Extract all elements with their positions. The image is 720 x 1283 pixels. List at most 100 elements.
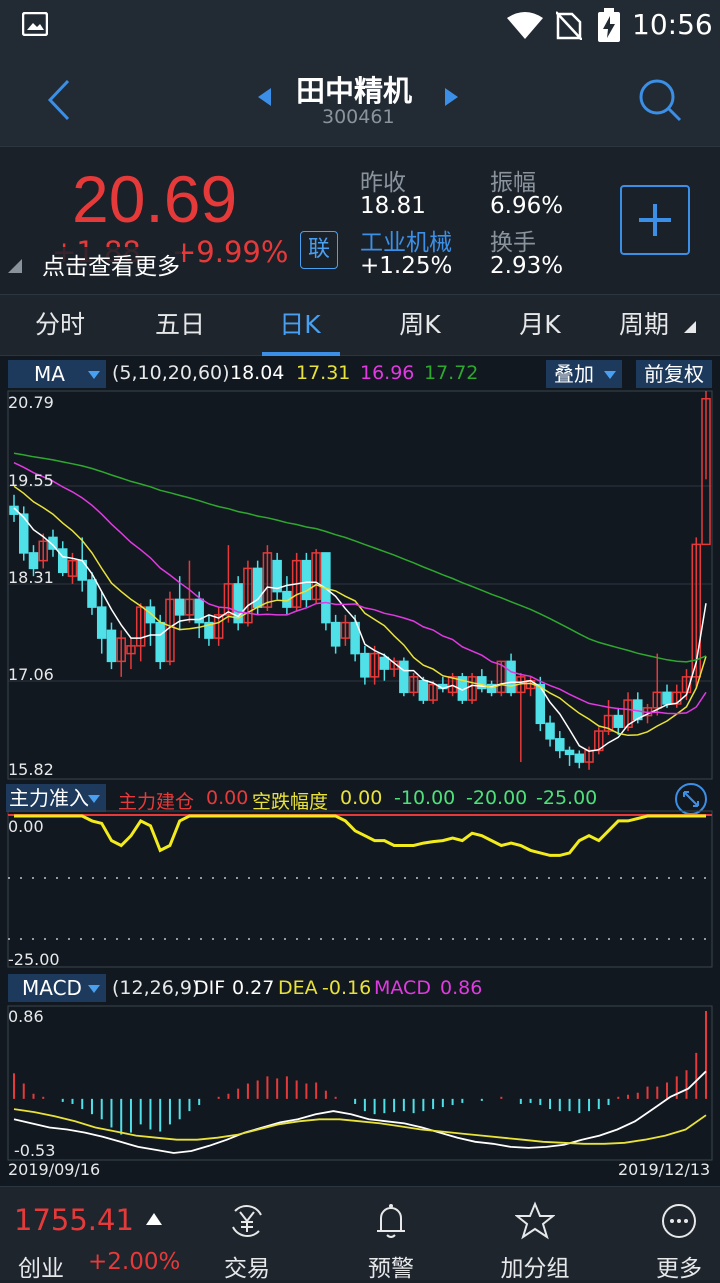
link-badge[interactable]: 联 — [300, 231, 338, 269]
bottom-nav: 1755.41 创业 +2.00% 交易 预警 加分组 更多 — [0, 1186, 720, 1282]
candle-body — [135, 606, 146, 647]
dea-label: DEA — [278, 977, 318, 999]
candle-body — [194, 598, 204, 624]
candle-body — [233, 583, 243, 624]
price-tick-3: 18.31 — [8, 568, 54, 587]
ma-indicator-dropdown[interactable]: MA — [8, 360, 106, 388]
candle-body — [106, 629, 117, 663]
candle-body — [174, 598, 185, 616]
period-tabs: 分时 五日 日K 周K 月K 周期 — [0, 294, 720, 356]
flow-indicator-dropdown[interactable]: 主力准入 — [6, 784, 106, 812]
dif-line — [13, 1070, 707, 1154]
search-icon[interactable] — [638, 78, 682, 122]
candle-body — [535, 683, 546, 725]
index-ticker[interactable]: 1755.41 创业 +2.00% — [0, 1187, 190, 1282]
add-watchlist-button[interactable] — [620, 185, 690, 255]
price-tick-2: 19.55 — [8, 471, 54, 490]
tab-weekly-k[interactable]: 周K — [399, 310, 441, 339]
candle-body — [574, 753, 585, 763]
flow-axis-top: 0.00 — [8, 817, 44, 836]
industry-change: +1.25% — [360, 253, 453, 279]
candle-body — [145, 606, 156, 624]
nav-trade[interactable]: 交易 — [192, 1187, 302, 1282]
macd-indicator-dropdown[interactable]: MACD — [8, 974, 106, 1002]
chart-canvas[interactable] — [0, 356, 720, 1186]
overlay-dropdown[interactable]: 叠加 — [546, 360, 622, 388]
turnover-value: 2.93% — [490, 253, 564, 279]
back-icon[interactable] — [44, 78, 74, 122]
candle-body — [262, 552, 273, 608]
nav-add-group[interactable]: 加分组 — [480, 1187, 590, 1282]
chart-area[interactable]: MA (5,10,20,60) 18.04 17.31 16.96 17.72 … — [0, 356, 720, 1186]
macd-axis-top: 0.86 — [8, 1007, 44, 1026]
candle-body — [282, 590, 292, 608]
candle-body — [350, 621, 360, 655]
overlay-label: 叠加 — [554, 362, 594, 386]
build-value: 0.00 — [206, 787, 249, 809]
tap-hint[interactable]: 点击查看更多 — [40, 247, 182, 281]
nav-trade-label: 交易 — [224, 1256, 270, 1282]
candle-body — [28, 552, 39, 570]
battery-charging-icon — [598, 8, 620, 42]
macd-label: MACD — [374, 977, 431, 999]
level-1: -10.00 — [394, 787, 456, 809]
tab-five-day[interactable]: 五日 — [154, 310, 205, 339]
active-tab-indicator — [262, 352, 340, 356]
candle-body — [467, 676, 477, 701]
candle-body — [379, 656, 390, 670]
candle-body — [48, 536, 58, 550]
flow-axis-bottom: -25.00 — [8, 950, 60, 969]
dea-value: -0.16 — [322, 977, 372, 999]
quote-panel[interactable]: 20.69 +1.88 +9.99% 点击查看更多 联 昨收 18.81 工业机… — [0, 146, 720, 294]
macd-axis-bottom: -0.53 — [14, 1141, 56, 1160]
candle-body — [623, 699, 633, 728]
corner-triangle-icon — [8, 259, 22, 273]
next-stock-arrow-icon[interactable] — [444, 88, 458, 106]
period-dropdown-icon — [684, 321, 696, 333]
candle-body — [496, 660, 507, 694]
ma60-value: 17.72 — [424, 362, 479, 384]
dropdown-arrow-icon — [88, 795, 100, 803]
header: 田中精机 300461 — [0, 50, 720, 146]
candle-body — [506, 660, 516, 694]
forward-adjust-button[interactable]: 前复权 — [636, 360, 712, 388]
level-2: -20.00 — [466, 787, 528, 809]
status-bar: 10:56 — [0, 0, 720, 50]
yen-cycle-icon — [232, 1205, 262, 1237]
candle-body — [360, 652, 370, 678]
candle-body — [369, 652, 380, 678]
nav-alert[interactable]: 预警 — [336, 1187, 446, 1282]
flow-indicator-label: 主力准入 — [9, 786, 89, 810]
candle-body — [184, 598, 195, 616]
price-tick-5: 15.82 — [8, 760, 54, 779]
plus-icon — [639, 204, 671, 236]
candle-body — [613, 714, 624, 728]
tab-period[interactable]: 周期 — [618, 310, 669, 339]
industry-name[interactable]: 工业机械 — [360, 230, 452, 256]
stock-code: 300461 — [322, 106, 395, 128]
dropdown-arrow-icon — [88, 371, 100, 379]
candle-body — [38, 540, 48, 562]
candle-body — [126, 645, 136, 655]
no-sim-icon — [556, 11, 582, 40]
tab-monthly-k[interactable]: 月K — [519, 310, 561, 339]
candle-body — [87, 579, 97, 608]
tab-daily-k[interactable]: 日K — [279, 310, 321, 339]
candle-body — [447, 676, 458, 694]
prev-stock-arrow-icon[interactable] — [258, 88, 272, 106]
ma5-value: 18.04 — [230, 362, 285, 384]
macd-value: 0.86 — [440, 977, 483, 999]
amplitude-label: 振幅 — [490, 170, 536, 196]
flow-lines — [8, 814, 712, 857]
nav-add-group-label: 加分组 — [500, 1256, 570, 1282]
status-time: 10:56 — [632, 8, 713, 41]
price-tick-4: 17.06 — [8, 665, 54, 684]
nav-more[interactable]: 更多 — [624, 1187, 720, 1282]
candle-body — [603, 714, 614, 732]
candle-body — [272, 559, 282, 593]
ma60-line — [13, 452, 707, 663]
candle-body — [691, 543, 702, 678]
macd-indicator-label: MACD — [22, 976, 82, 1000]
candle-body — [545, 722, 555, 740]
tab-minute[interactable]: 分时 — [34, 310, 85, 339]
